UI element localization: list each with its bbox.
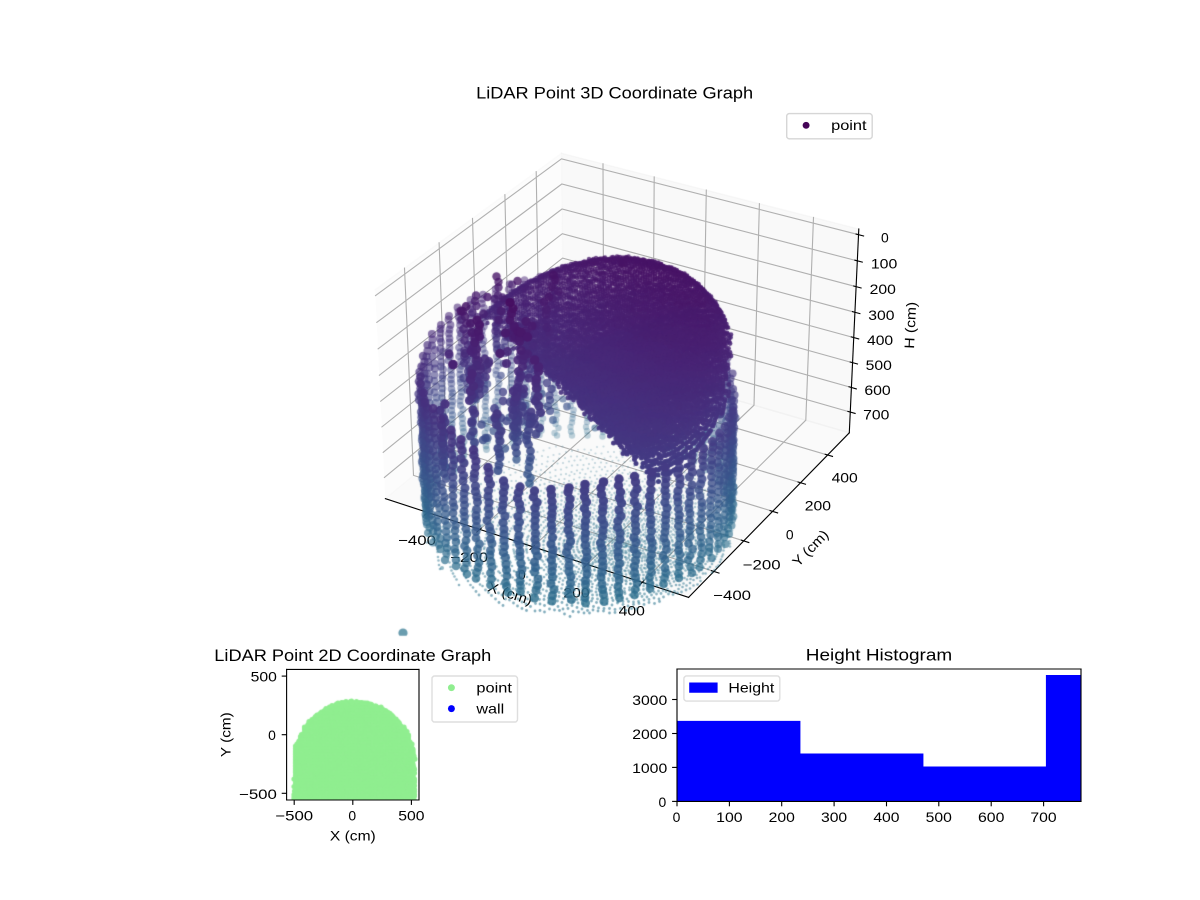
svg-text:200: 200 bbox=[769, 809, 796, 825]
svg-text:300: 300 bbox=[821, 809, 848, 825]
svg-text:2000: 2000 bbox=[632, 726, 667, 742]
svg-text:Y (cm): Y (cm) bbox=[217, 712, 233, 757]
svg-text:Height Histogram: Height Histogram bbox=[806, 646, 952, 665]
svg-text:1000: 1000 bbox=[632, 760, 667, 776]
svg-text:600: 600 bbox=[978, 809, 1005, 825]
svg-text:0: 0 bbox=[268, 727, 276, 743]
svg-text:3000: 3000 bbox=[632, 692, 667, 708]
svg-text:Height: Height bbox=[728, 680, 774, 696]
svg-text:point: point bbox=[476, 680, 512, 696]
svg-text:0: 0 bbox=[348, 808, 356, 824]
svg-text:400: 400 bbox=[873, 809, 900, 825]
svg-text:LiDAR Point 2D Coordinate Grap: LiDAR Point 2D Coordinate Graph bbox=[214, 646, 491, 665]
svg-text:500: 500 bbox=[251, 669, 278, 685]
svg-text:0: 0 bbox=[673, 809, 681, 825]
svg-text:wall: wall bbox=[475, 701, 504, 717]
svg-text:100: 100 bbox=[716, 809, 743, 825]
svg-text:700: 700 bbox=[1030, 809, 1057, 825]
svg-text:500: 500 bbox=[926, 809, 953, 825]
svg-text:−500: −500 bbox=[275, 808, 313, 824]
svg-text:X (cm): X (cm) bbox=[330, 827, 376, 843]
svg-text:0: 0 bbox=[659, 794, 667, 810]
svg-text:500: 500 bbox=[398, 808, 425, 824]
svg-text:−500: −500 bbox=[239, 786, 277, 802]
